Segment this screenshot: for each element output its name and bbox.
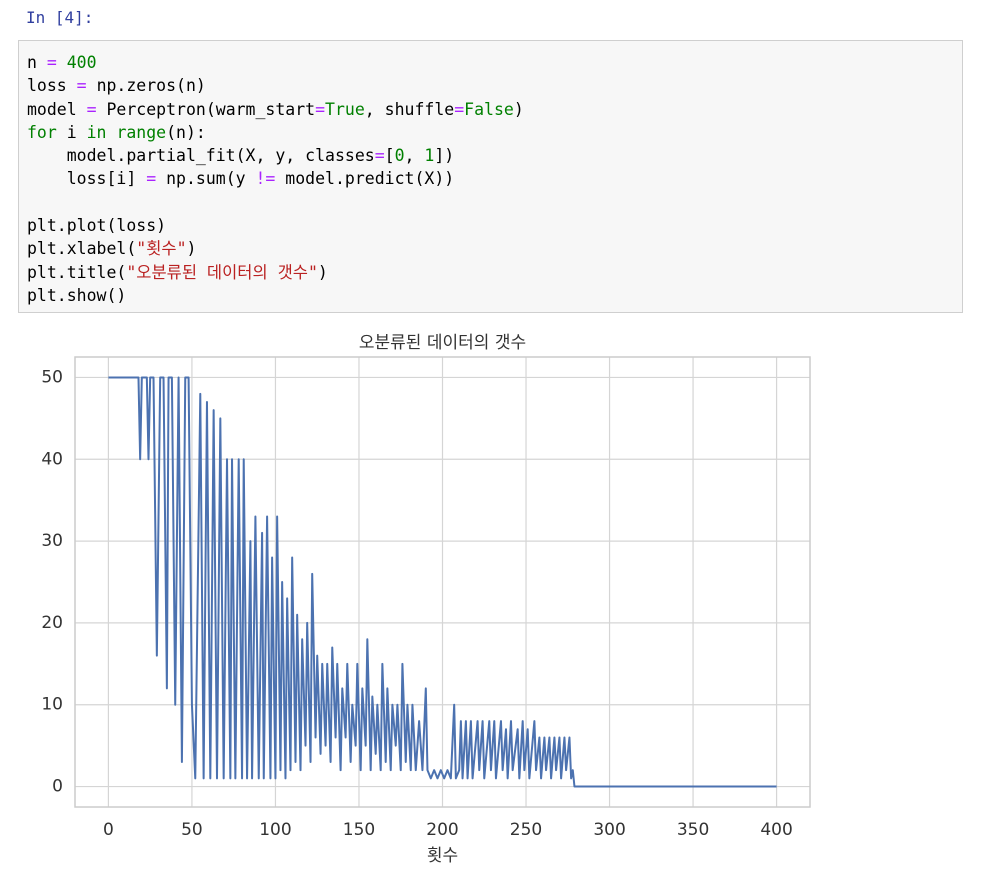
axes-frame: [74, 356, 811, 808]
code-token: loss[i]: [27, 169, 147, 189]
code-line: plt.title("오분류된 데이터의 갯수"): [27, 261, 524, 284]
code-token: model: [27, 99, 77, 119]
code-token: np.zeros(n): [96, 76, 206, 96]
code-line: model.partial_fit(X, y, classes=[0, 1]): [27, 144, 524, 167]
code-token: , shuffle: [364, 99, 455, 119]
code-line: plt.show(): [27, 284, 524, 307]
code-token: "횟수": [136, 239, 187, 259]
code-token: plt.plot(loss): [27, 216, 167, 236]
code-token: plt.title(: [27, 262, 127, 282]
code: n = 400 loss = np.zeros(n) model = Percept…: [27, 51, 524, 307]
code-line: plt.xlabel("횟수"): [27, 237, 524, 260]
code-token: =: [66, 76, 97, 96]
chart-title: 오분류된 데이터의 갯수: [359, 333, 526, 353]
code-line: plt.plot(loss): [27, 214, 524, 237]
y-tick-label: 50: [41, 367, 63, 387]
code-token: model.predict(X)): [275, 169, 455, 189]
code-token: ): [186, 239, 197, 259]
code-token: i: [56, 122, 87, 142]
code-token: =: [315, 99, 326, 119]
y-tick-label: 0: [52, 777, 63, 797]
code-token: "오분류된 데이터의 갯수": [126, 262, 318, 282]
code-token: [: [384, 146, 395, 166]
code-token: ): [317, 262, 328, 282]
code-line: loss = np.zeros(n): [27, 74, 524, 97]
code-token: range: [116, 122, 167, 142]
code-token: (n):: [166, 122, 206, 142]
x-tick-label: 150: [343, 820, 375, 840]
x-tick-label: 350: [677, 820, 709, 840]
x-tick-label: 50: [181, 820, 203, 840]
code-token: 0: [394, 146, 405, 166]
line-series: [108, 376, 777, 788]
code-token: ): [513, 99, 524, 119]
code-token: ]): [434, 146, 455, 166]
code-token: plt.xlabel(: [27, 239, 137, 259]
code-token: for: [27, 122, 57, 142]
code-token: =: [36, 53, 67, 72]
code-token: plt.show(): [27, 285, 127, 305]
code-token: =: [146, 169, 157, 189]
y-tick-label: 20: [41, 613, 63, 633]
code-cell[interactable]: n = 400 loss = np.zeros(n) model = Percept…: [18, 40, 963, 313]
code-token: 400: [66, 53, 97, 72]
x-tick-label: 300: [593, 820, 625, 840]
code-line: loss[i] = np.sum(y != model.predict(X)): [27, 167, 524, 190]
x-axis-label: 횟수: [427, 846, 458, 866]
code-token: False: [464, 99, 514, 119]
code-token: !=: [255, 169, 276, 189]
y-tick-label: 10: [41, 695, 63, 715]
x-tick-label: 0: [103, 820, 114, 840]
code-token: loss: [27, 76, 67, 96]
code-token: np.sum(y: [156, 169, 256, 189]
code-token: model.partial_fit(X, y, classes: [27, 146, 375, 166]
y-tick-label: 40: [41, 449, 63, 469]
code-line: model = Perceptron(warm_start=True, shuf…: [27, 98, 524, 121]
code-token: 1: [424, 146, 435, 166]
y-tick-label: 30: [41, 531, 63, 551]
code-token: =: [454, 99, 465, 119]
code-line: n = 400: [27, 51, 524, 74]
code-token: ,: [404, 146, 425, 166]
x-tick-label: 250: [510, 820, 542, 840]
x-tick-label: 200: [426, 820, 458, 840]
code-line: for i in range(n):: [27, 121, 524, 144]
code-token: in: [86, 122, 107, 142]
x-tick-label: 400: [760, 820, 792, 840]
code-token: True: [325, 99, 365, 119]
code-token: =: [374, 146, 385, 166]
code-token: =: [76, 99, 107, 119]
code-token: Perceptron(warm_start: [106, 99, 316, 119]
code-token: n: [27, 53, 37, 72]
x-tick-label: 100: [259, 820, 291, 840]
cell-prompt: In [4]:: [26, 8, 94, 27]
